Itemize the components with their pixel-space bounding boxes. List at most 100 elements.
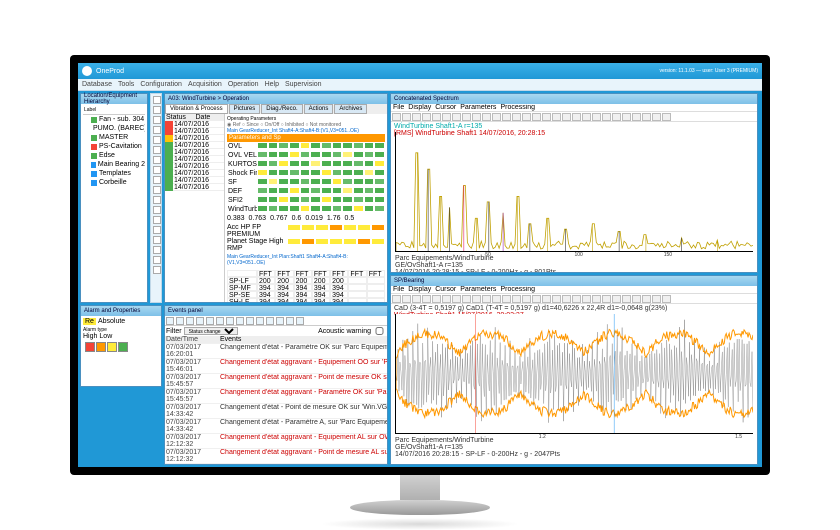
heatmap-cell[interactable]: [310, 178, 321, 185]
menu-tools[interactable]: Tools: [118, 81, 134, 88]
menu-configuration[interactable]: Configuration: [140, 81, 182, 88]
event-row[interactable]: 07/03/2017 12:12:32Changement d'état agg…: [165, 434, 387, 449]
heatmap-cell[interactable]: [353, 142, 364, 149]
event-row[interactable]: 07/03/2017 16:20:01Changement d'état - P…: [165, 344, 387, 359]
filter-select[interactable]: Status change: [184, 327, 238, 335]
sp-menu-file[interactable]: File: [393, 104, 404, 111]
heatmap-cell[interactable]: [353, 196, 364, 203]
heatmap-cell[interactable]: [364, 142, 375, 149]
waveform-chart[interactable]: 1.2 1.5 0.5 0 -0.5: [395, 314, 753, 434]
chart-tool-button[interactable]: [562, 113, 571, 121]
event-row[interactable]: 07/03/2017 14:33:42Changement d'état - P…: [165, 419, 387, 434]
heatmap-cell[interactable]: [321, 205, 332, 212]
heatmap-cell[interactable]: [257, 178, 268, 185]
status-row[interactable]: 14/07/2016: [165, 184, 224, 191]
event-tool-button[interactable]: [186, 317, 194, 325]
heatmap-cell[interactable]: [374, 205, 385, 212]
chart-tool-button[interactable]: [392, 113, 401, 121]
heatmap-cell[interactable]: [268, 142, 279, 149]
heatmap-cell[interactable]: [342, 151, 353, 158]
heatmap-cell[interactable]: [268, 196, 279, 203]
tool-button[interactable]: [153, 106, 161, 114]
sp-menu-params[interactable]: Parameters: [460, 104, 496, 111]
heatmap-cell[interactable]: [278, 187, 289, 194]
status-row[interactable]: 14/07/2016: [165, 142, 224, 149]
wf-menu-proc[interactable]: Processing: [500, 286, 535, 293]
tree-item[interactable]: PS-Cavitation: [83, 142, 145, 151]
tree-item[interactable]: Templates: [83, 169, 145, 178]
event-tool-button[interactable]: [276, 317, 284, 325]
heatmap-cell[interactable]: [289, 187, 300, 194]
heatmap-cell[interactable]: [289, 178, 300, 185]
heatmap-cell[interactable]: [353, 169, 364, 176]
chart-tool-button[interactable]: [452, 113, 461, 121]
chart-tool-button[interactable]: [592, 113, 601, 121]
heatmap-cell[interactable]: [342, 178, 353, 185]
chart-tool-button[interactable]: [652, 113, 661, 121]
heatmap-cell[interactable]: [257, 205, 268, 212]
chart-tool-button[interactable]: [572, 113, 581, 121]
heatmap-cell[interactable]: [310, 187, 321, 194]
chart-tool-button[interactable]: [412, 113, 421, 121]
heatmap-cell[interactable]: [300, 196, 311, 203]
section2-cell[interactable]: [315, 238, 329, 245]
event-row[interactable]: 07/03/2017 12:12:32Changement d'état agg…: [165, 449, 387, 464]
tree-item[interactable]: MASTER: [83, 133, 145, 142]
heatmap-cell[interactable]: [342, 187, 353, 194]
heatmap-cell[interactable]: [278, 142, 289, 149]
chart-tool-button[interactable]: [592, 295, 601, 303]
heatmap-cell[interactable]: [374, 196, 385, 203]
event-tool-button[interactable]: [296, 317, 304, 325]
tree-item[interactable]: PUMO. (BAREC) PO: [83, 124, 145, 133]
chart-tool-button[interactable]: [432, 295, 441, 303]
section2-cell[interactable]: [301, 238, 315, 245]
event-tool-button[interactable]: [286, 317, 294, 325]
event-tool-button[interactable]: [236, 317, 244, 325]
sp-menu-cursor[interactable]: Cursor: [435, 104, 456, 111]
menu-supervision[interactable]: Supervision: [285, 81, 322, 88]
heatmap-cell[interactable]: [364, 160, 375, 167]
heatmap-cell[interactable]: [278, 196, 289, 203]
heatmap-cell[interactable]: [321, 187, 332, 194]
heatmap-cell[interactable]: [300, 178, 311, 185]
chart-tool-button[interactable]: [482, 113, 491, 121]
section2-cell[interactable]: [343, 238, 357, 245]
event-tool-button[interactable]: [266, 317, 274, 325]
event-tool-button[interactable]: [216, 317, 224, 325]
heatmap-cell[interactable]: [332, 169, 343, 176]
chart-tool-button[interactable]: [652, 295, 661, 303]
chart-tool-button[interactable]: [612, 295, 621, 303]
heatmap-cell[interactable]: [257, 151, 268, 158]
heatmap-cell[interactable]: [332, 151, 343, 158]
chart-tool-button[interactable]: [462, 113, 471, 121]
section2-cell[interactable]: [357, 238, 371, 245]
chart-tool-button[interactable]: [552, 295, 561, 303]
event-row[interactable]: 07/03/2017 15:45:57Changement d'état agg…: [165, 374, 387, 389]
chart-tool-button[interactable]: [402, 295, 411, 303]
section2-cell[interactable]: [357, 224, 371, 231]
heatmap-cell[interactable]: [332, 187, 343, 194]
chart-tool-button[interactable]: [422, 113, 431, 121]
event-tool-button[interactable]: [226, 317, 234, 325]
tool-button[interactable]: [153, 116, 161, 124]
event-tool-button[interactable]: [176, 317, 184, 325]
tree-item[interactable]: Corbeille: [83, 178, 145, 187]
wf-menu-display[interactable]: Display: [408, 286, 431, 293]
heatmap-cell[interactable]: [353, 160, 364, 167]
heatmap-cell[interactable]: [278, 169, 289, 176]
tool-button[interactable]: [153, 206, 161, 214]
wf-menu-cursor[interactable]: Cursor: [435, 286, 456, 293]
tab-pictures[interactable]: Pictures: [229, 104, 261, 114]
heatmap-cell[interactable]: [364, 196, 375, 203]
tool-button[interactable]: [153, 256, 161, 264]
heatmap-cell[interactable]: [268, 169, 279, 176]
wf-menu-params[interactable]: Parameters: [460, 286, 496, 293]
chart-tool-button[interactable]: [572, 295, 581, 303]
chart-tool-button[interactable]: [612, 113, 621, 121]
wf-menu-file[interactable]: File: [393, 286, 404, 293]
heatmap-cell[interactable]: [342, 196, 353, 203]
chart-tool-button[interactable]: [512, 295, 521, 303]
heatmap-cell[interactable]: [300, 151, 311, 158]
chart-tool-button[interactable]: [662, 113, 671, 121]
heatmap-cell[interactable]: [332, 196, 343, 203]
